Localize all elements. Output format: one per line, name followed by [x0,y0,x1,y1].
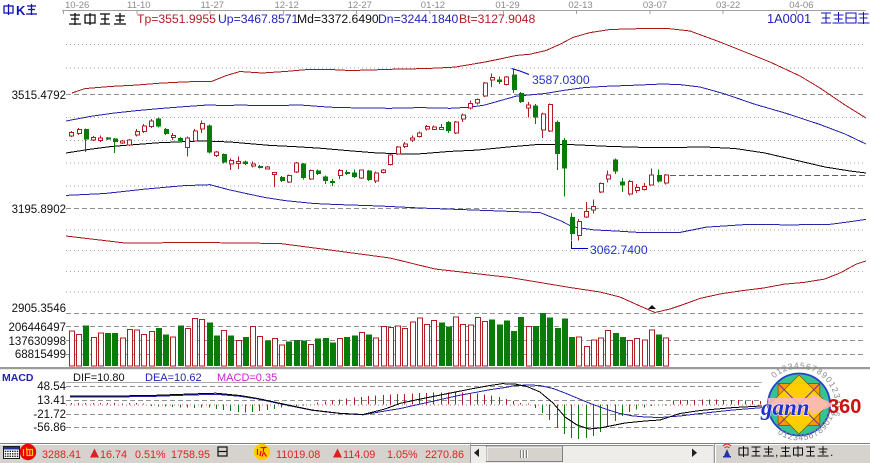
svg-text:16.74: 16.74 [100,449,127,461]
svg-text:Up=3467.8571: Up=3467.8571 [218,12,299,26]
svg-text:01-12: 01-12 [421,0,445,11]
svg-text:2270.86: 2270.86 [425,449,464,461]
svg-text:-21.72: -21.72 [33,409,66,421]
svg-text:3195.8902: 3195.8902 [12,204,66,216]
svg-text:3: 3 [787,361,794,372]
svg-text:3062.7400: 3062.7400 [590,243,648,257]
svg-text:1: 1 [824,413,835,422]
svg-text:10-26: 10-26 [65,0,89,11]
svg-text:13.41: 13.41 [37,395,66,407]
svg-text:DEA=10.62: DEA=10.62 [145,372,202,384]
svg-text:8: 8 [815,425,825,436]
svg-text:5: 5 [833,405,843,411]
svg-text:11-10: 11-10 [127,0,151,11]
svg-text:4: 4 [798,432,804,442]
svg-text:11019.08: 11019.08 [276,449,320,461]
svg-text:360: 360 [828,396,861,418]
svg-text:12-12: 12-12 [275,0,299,11]
svg-text:114.09: 114.09 [343,449,375,461]
svg-text:02-13: 02-13 [568,0,592,11]
svg-text:DIF=10.80: DIF=10.80 [73,372,125,384]
svg-text:2: 2 [780,363,788,374]
svg-text:0: 0 [824,374,835,384]
svg-text:K: K [16,3,26,18]
svg-text:9: 9 [818,421,829,431]
svg-text:48.54: 48.54 [37,381,66,393]
svg-text:01-29: 01-29 [495,0,519,11]
svg-text:-56.86: -56.86 [33,422,66,434]
svg-text:6: 6 [807,430,815,441]
svg-text:MACD: MACD [2,372,34,384]
svg-text:,: , [775,445,778,459]
svg-text:Dn=3244.1840: Dn=3244.1840 [378,12,459,26]
svg-text:206446497: 206446497 [8,322,66,334]
svg-text:5: 5 [803,431,810,442]
svg-text:3515.4792: 3515.4792 [12,90,66,102]
svg-text:Bt=3127.9048: Bt=3127.9048 [459,12,535,26]
svg-text:MACD=0.35: MACD=0.35 [217,372,277,384]
svg-text:137630998: 137630998 [8,336,66,348]
svg-text:1: 1 [781,429,790,440]
svg-text:2: 2 [825,409,836,416]
svg-text:7: 7 [810,363,819,374]
svg-text:6: 6 [831,410,842,417]
svg-text:11-27: 11-27 [201,0,225,11]
svg-text:7: 7 [811,427,820,438]
svg-text:1758.95: 1758.95 [171,449,210,461]
svg-text:3: 3 [832,392,843,399]
svg-text:03-07: 03-07 [643,0,667,11]
svg-text:8: 8 [815,366,825,377]
svg-text:9: 9 [820,370,830,381]
svg-text:3587.0300: 3587.0300 [532,73,590,87]
svg-text:.: . [830,445,833,459]
svg-text:2: 2 [787,431,794,442]
svg-text:Tp=3551.9955: Tp=3551.9955 [137,12,216,26]
svg-text:0: 0 [769,369,779,380]
svg-text:2: 2 [830,386,841,394]
svg-text:03-22: 03-22 [716,0,740,11]
svg-text:4: 4 [794,360,800,370]
svg-text:1A0001: 1A0001 [767,11,811,26]
svg-text:3: 3 [793,432,799,442]
svg-text:1.05%: 1.05% [387,449,418,461]
svg-text:4: 4 [833,399,843,405]
svg-text:2905.3546: 2905.3546 [12,303,66,315]
svg-text:Md=3372.6490: Md=3372.6490 [297,12,379,26]
svg-text:68815499: 68815499 [15,349,66,361]
svg-text:1: 1 [827,380,838,389]
svg-text:04-06: 04-06 [789,0,813,11]
svg-text:6: 6 [805,361,812,372]
svg-text:12-27: 12-27 [348,0,372,11]
svg-text:0.51%: 0.51% [135,449,166,461]
svg-text:0: 0 [776,427,786,438]
svg-text:1: 1 [774,365,783,376]
svg-text:0: 0 [821,418,832,428]
svg-text:5: 5 [800,360,806,370]
svg-text:3288.41: 3288.41 [42,449,81,461]
svg-text:gann: gann [760,395,810,420]
